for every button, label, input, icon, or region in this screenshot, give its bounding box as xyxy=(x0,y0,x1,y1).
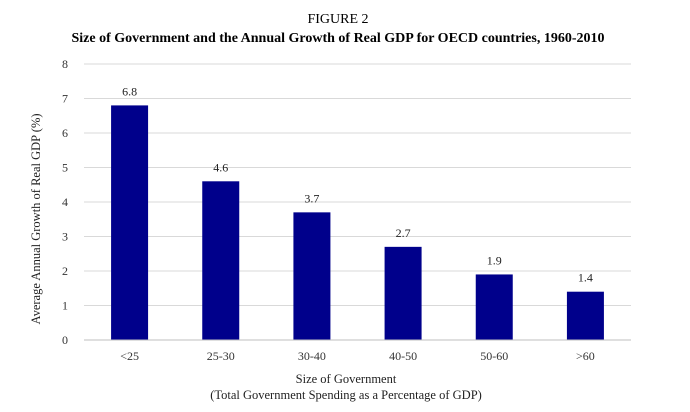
y-tick-label: 3 xyxy=(62,230,68,244)
x-axis-label: Size of Government xyxy=(296,372,397,386)
bar xyxy=(384,246,422,340)
bar-value-label: 1.9 xyxy=(487,253,502,267)
y-tick-label: 8 xyxy=(62,57,68,71)
data-labels: 6.8 4.6 3.7 2.7 1.9 1.4 xyxy=(122,84,593,284)
bar xyxy=(111,105,149,341)
y-tick-label: 2 xyxy=(62,264,68,278)
x-tick-label: 25-30 xyxy=(207,349,235,363)
x-axis-sublabel: (Total Government Spending as a Percenta… xyxy=(210,388,482,402)
x-axis-ticks: <25 25-30 30-40 40-50 50-60 >60 xyxy=(120,349,595,363)
bar xyxy=(202,181,240,340)
x-tick-label: <25 xyxy=(120,349,139,363)
bar-value-label: 4.6 xyxy=(213,160,228,174)
x-tick-label: >60 xyxy=(576,349,595,363)
y-axis-label: Average Annual Growth of Real GDP (%) xyxy=(29,113,43,324)
bar xyxy=(475,274,513,340)
figure-label: FIGURE 2 xyxy=(307,12,368,27)
y-tick-label: 1 xyxy=(62,299,68,313)
gridlines xyxy=(84,63,631,306)
bar-value-label: 3.7 xyxy=(304,191,319,205)
x-tick-label: 50-60 xyxy=(480,349,508,363)
bar-value-label: 2.7 xyxy=(396,226,411,240)
y-axis-ticks: 0 1 2 3 4 5 6 7 8 xyxy=(62,57,68,347)
x-tick-label: 30-40 xyxy=(298,349,326,363)
y-tick-label: 6 xyxy=(62,126,68,140)
y-tick-label: 5 xyxy=(62,161,68,175)
chart-title: Size of Government and the Annual Growth… xyxy=(71,31,604,46)
x-tick-label: 40-50 xyxy=(389,349,417,363)
bar-value-label: 1.4 xyxy=(578,271,593,285)
bar xyxy=(293,212,331,340)
y-tick-label: 7 xyxy=(62,92,68,106)
y-tick-label: 4 xyxy=(62,195,68,209)
y-tick-label: 0 xyxy=(62,333,68,347)
bars xyxy=(111,105,604,341)
bar-value-label: 6.8 xyxy=(122,84,137,98)
bar xyxy=(566,291,604,340)
